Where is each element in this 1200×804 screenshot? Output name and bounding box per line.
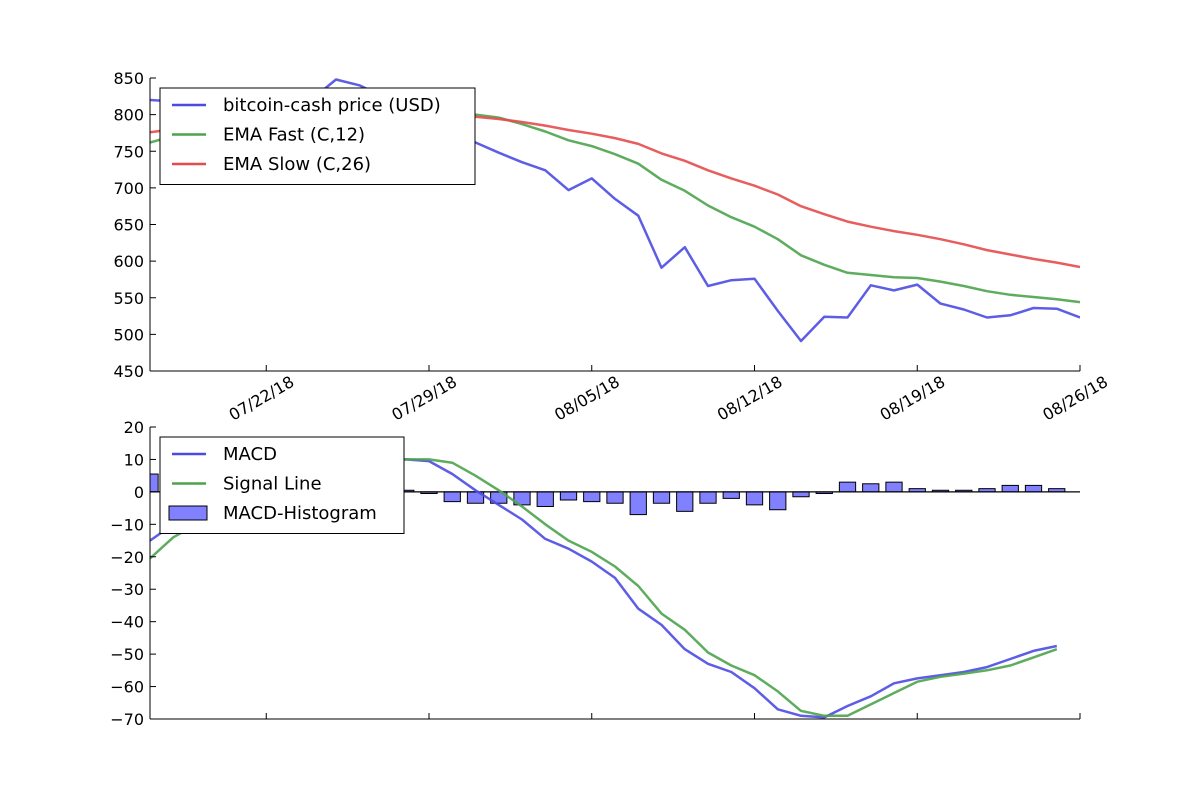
y-tick-label: 850 [113,69,144,88]
y-tick-label: 450 [113,362,144,381]
y-tick-label: 750 [113,142,144,161]
y-tick-label: 700 [113,179,144,198]
y-tick-label: −50 [110,645,144,664]
legend-label-ema-fast-c-12: EMA Fast (C,12) [223,125,365,146]
y-tick-label: 800 [113,106,144,125]
histogram-bar [885,481,903,493]
legend: MACD Signal Line MACD-Histogram [159,436,405,534]
y-tick-label: −40 [110,613,144,632]
histogram-bar [536,491,554,507]
histogram-bar [862,483,880,493]
y-tick-label: 650 [113,216,144,235]
legend-label-macd: MACD [223,444,277,465]
histogram-bar [443,491,461,503]
histogram-bar [652,491,671,504]
legend: bitcoin-cash price (USD) EMA Fast (C,12) E… [159,87,476,185]
histogram-bar [629,491,647,516]
y-tick-label: −20 [110,548,144,567]
histogram-bar [606,491,624,504]
histogram-bar [699,491,717,504]
y-tick-label: −30 [110,580,144,599]
histogram-bar [676,491,694,512]
y-tick-label: −10 [110,515,144,534]
histogram-bar [745,491,764,506]
histogram-bar [722,491,740,499]
y-tick-label: 550 [113,289,144,308]
y-tick-label: 600 [113,252,144,271]
histogram-bar [769,491,787,511]
histogram-bar [1024,484,1043,493]
y-tick-label: 500 [113,325,144,344]
legend-label-bitcoin-cash-price-usd: bitcoin-cash price (USD) [223,95,441,116]
histogram-bar [559,491,578,501]
y-tick-label: −70 [110,710,144,729]
histogram-bar [838,481,857,493]
legend-box [159,87,476,185]
legend-label-signal-line: Signal Line [223,474,322,495]
histogram-bar [583,491,601,503]
y-tick-label: 10 [124,450,144,469]
legend-label-ema-slow-c-26: EMA Slow (C,26) [223,154,371,175]
legend-swatch-macd-histogram [168,505,208,521]
legend-label-macd-histogram: MACD-Histogram [223,503,377,524]
y-tick-label: −60 [110,678,144,697]
y-tick-label: 0 [134,483,144,502]
histogram-bar [1001,484,1019,493]
histogram-bar [792,491,810,498]
y-tick-label: 20 [124,418,144,437]
macd-panel: −70 −60 −50 −40 −30 −20 −10 0 10 20 MACD Signal Lin… [110,418,1081,729]
